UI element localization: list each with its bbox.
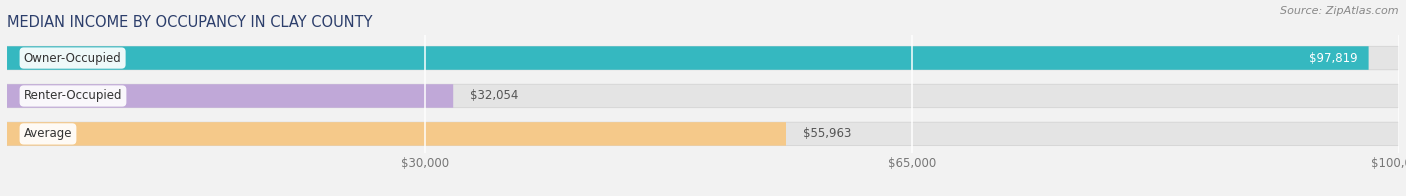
FancyBboxPatch shape xyxy=(7,122,786,146)
FancyBboxPatch shape xyxy=(7,122,1399,146)
Text: Average: Average xyxy=(24,127,72,140)
FancyBboxPatch shape xyxy=(7,46,1399,70)
FancyBboxPatch shape xyxy=(7,84,453,108)
FancyBboxPatch shape xyxy=(7,84,1399,108)
Text: $97,819: $97,819 xyxy=(1309,52,1357,64)
Text: Renter-Occupied: Renter-Occupied xyxy=(24,90,122,103)
Text: Source: ZipAtlas.com: Source: ZipAtlas.com xyxy=(1281,6,1399,16)
Text: $55,963: $55,963 xyxy=(803,127,851,140)
Text: MEDIAN INCOME BY OCCUPANCY IN CLAY COUNTY: MEDIAN INCOME BY OCCUPANCY IN CLAY COUNT… xyxy=(7,15,373,30)
Text: Owner-Occupied: Owner-Occupied xyxy=(24,52,121,64)
FancyBboxPatch shape xyxy=(7,46,1368,70)
Text: $32,054: $32,054 xyxy=(470,90,519,103)
